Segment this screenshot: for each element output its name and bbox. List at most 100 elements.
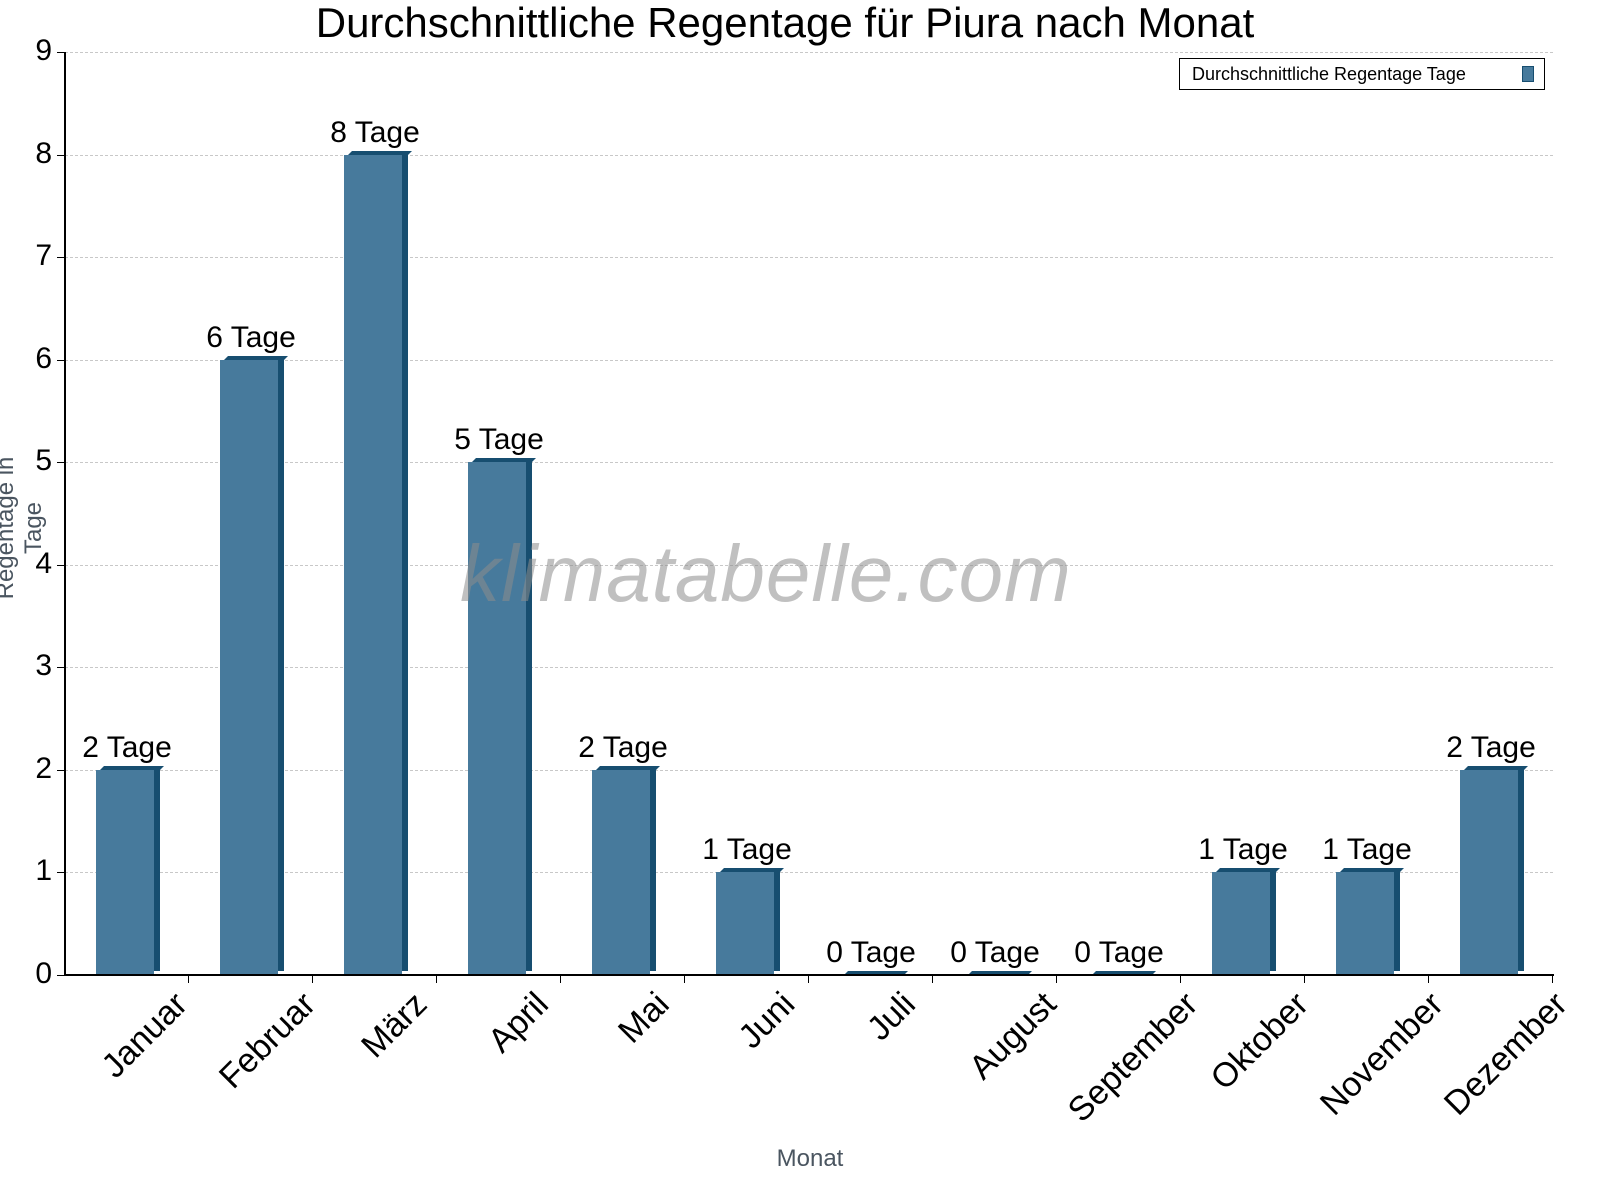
- x-axis-title: Monat: [776, 1145, 844, 1172]
- y-tick: [57, 564, 65, 566]
- gridline: [65, 667, 1553, 669]
- gridline: [65, 257, 1553, 259]
- y-tick: [57, 359, 65, 361]
- data-label: 1 Tage: [702, 833, 792, 867]
- y-tick-label: 4: [35, 546, 52, 580]
- x-tick-label: August: [961, 985, 1064, 1087]
- y-axis-title: Regentage in Tage: [0, 456, 47, 600]
- x-tick-label: Oktober: [1203, 985, 1316, 1098]
- data-label: 0 Tage: [950, 936, 1040, 969]
- y-tick: [57, 257, 65, 259]
- bar-april: [468, 458, 536, 975]
- gridline: [65, 564, 1553, 566]
- bar-november: [1336, 868, 1404, 975]
- data-label: 2 Tage: [1446, 730, 1536, 764]
- gridline: [65, 52, 1553, 53]
- x-tick-label: Mai: [610, 985, 677, 1051]
- x-tick: [312, 975, 313, 983]
- y-tick: [57, 52, 65, 53]
- x-tick: [684, 975, 685, 983]
- gridline: [65, 359, 1553, 361]
- bar-top: [1216, 868, 1280, 873]
- bar-januar: [96, 765, 164, 975]
- x-tick: [1180, 975, 1181, 983]
- data-label: 5 Tage: [454, 423, 544, 457]
- bar-side: [154, 765, 160, 971]
- data-label: 0 Tage: [826, 936, 916, 969]
- x-tick: [560, 975, 561, 983]
- data-label: 1 Tage: [1322, 833, 1412, 867]
- bar-side: [774, 868, 780, 971]
- y-tick: [57, 769, 65, 771]
- x-tick-label: Dezember: [1436, 985, 1575, 1123]
- x-tick: [188, 975, 189, 983]
- x-tick: [1304, 975, 1305, 983]
- bar-märz: [344, 150, 412, 975]
- bar-oktober: [1212, 868, 1280, 975]
- data-label: 2 Tage: [82, 730, 172, 764]
- data-label: 0 Tage: [1074, 936, 1164, 969]
- bar-side: [650, 765, 656, 971]
- y-tick-label: 5: [35, 444, 52, 478]
- x-tick: [1428, 975, 1429, 983]
- bar-top: [596, 765, 660, 770]
- y-tick: [57, 462, 65, 464]
- x-tick: [932, 975, 933, 983]
- bar-top: [224, 355, 288, 360]
- x-tick-label: April: [481, 985, 557, 1060]
- bar-top: [720, 868, 784, 873]
- bar-top: [472, 458, 536, 463]
- data-label: 6 Tage: [206, 320, 296, 354]
- bar-side: [1518, 765, 1524, 971]
- gridline: [65, 872, 1553, 874]
- y-tick-label: 7: [35, 239, 52, 273]
- bar-februar: [220, 355, 288, 975]
- bar-top: [100, 765, 164, 770]
- y-tick-label: 0: [35, 957, 52, 990]
- y-tick: [57, 975, 65, 976]
- y-tick-label: 6: [35, 341, 52, 375]
- bar-side: [1270, 868, 1276, 971]
- gridline: [65, 154, 1553, 156]
- y-tick: [57, 872, 65, 874]
- x-tick: [808, 975, 809, 983]
- y-tick-label: 9: [35, 34, 52, 67]
- data-label: 8 Tage: [330, 115, 420, 149]
- bar-side: [1394, 868, 1400, 971]
- y-tick: [57, 667, 65, 669]
- gridline: [65, 462, 1553, 464]
- y-tick-label: 3: [35, 649, 52, 683]
- x-tick: [1552, 975, 1553, 983]
- bar-top: [1340, 868, 1404, 873]
- data-label: 1 Tage: [1198, 833, 1288, 867]
- x-tick: [1056, 975, 1057, 983]
- bar-side: [402, 150, 408, 971]
- legend-swatch-icon: [1522, 66, 1534, 82]
- y-tick: [57, 154, 65, 156]
- y-tick-label: 8: [35, 136, 52, 170]
- y-axis-line: [64, 52, 66, 976]
- x-tick-label: Juni: [731, 985, 803, 1056]
- x-tick-label: Januar: [94, 985, 195, 1086]
- y-tick-label: 2: [35, 751, 52, 785]
- plot-area: 2 Tage 6 Tage 8 Tage 5 Tage 2 Tage 1 Tage 0 Ta…: [65, 52, 1553, 975]
- legend-label: Durchschnittliche Regentage Tage: [1192, 64, 1466, 84]
- x-tick-label: September: [1060, 985, 1205, 1130]
- data-label: 2 Tage: [578, 730, 668, 764]
- x-tick: [436, 975, 437, 983]
- x-axis-line: [64, 974, 1554, 976]
- bar-side: [526, 458, 532, 971]
- y-tick-label: 1: [35, 854, 52, 888]
- legend: Durchschnittliche Regentage Tage: [1179, 58, 1545, 90]
- x-tick-label: Juli: [860, 985, 924, 1048]
- bar-top: [348, 150, 412, 155]
- watermark: klimatabelle.com: [460, 529, 1072, 618]
- x-tick-label: November: [1312, 985, 1451, 1123]
- x-tick-label: März: [354, 985, 435, 1066]
- bar-juni: [716, 868, 784, 975]
- bar-side: [278, 355, 284, 971]
- bar-mai: [592, 765, 660, 975]
- chart-title: Durchschnittliche Regentage für Piura na…: [315, 0, 1255, 46]
- bar-top: [1464, 765, 1528, 770]
- bar-dezember: [1460, 765, 1528, 975]
